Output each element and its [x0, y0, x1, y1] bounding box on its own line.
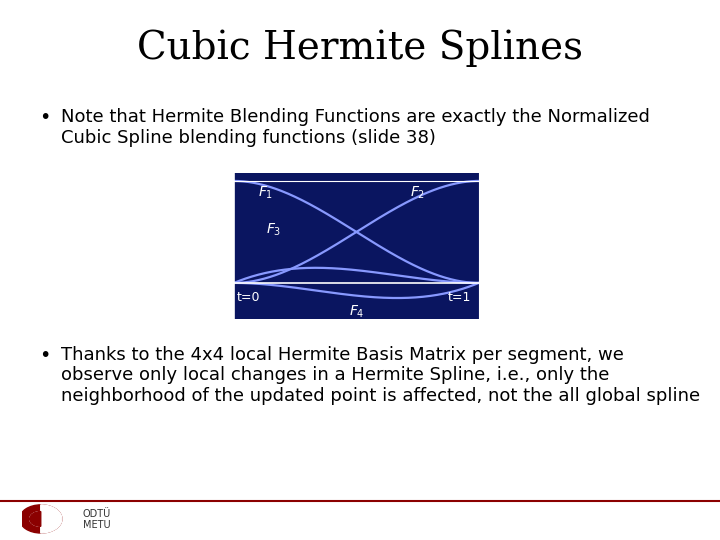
Text: $F_3$: $F_3$: [266, 222, 282, 238]
Wedge shape: [41, 505, 62, 533]
Text: t=0: t=0: [236, 291, 260, 304]
Text: Thanks to the 4x4 local Hermite Basis Matrix per segment, we
observe only local : Thanks to the 4x4 local Hermite Basis Ma…: [61, 346, 701, 405]
Text: $F_4$: $F_4$: [348, 303, 364, 320]
Circle shape: [19, 505, 62, 533]
Text: $F_1$: $F_1$: [258, 185, 274, 201]
Circle shape: [30, 511, 52, 526]
Text: •: •: [40, 108, 51, 127]
Text: •: •: [40, 346, 51, 365]
Text: 1: 1: [217, 174, 227, 188]
Text: Note that Hermite Blending Functions are exactly the Normalized
Cubic Spline ble: Note that Hermite Blending Functions are…: [61, 108, 650, 147]
Wedge shape: [30, 511, 41, 526]
Text: Cubic Hermite Splines: Cubic Hermite Splines: [137, 30, 583, 67]
Text: t=1: t=1: [448, 291, 472, 304]
Text: $F_2$: $F_2$: [410, 185, 426, 201]
Text: ODTÜ
METU: ODTÜ METU: [83, 509, 111, 530]
